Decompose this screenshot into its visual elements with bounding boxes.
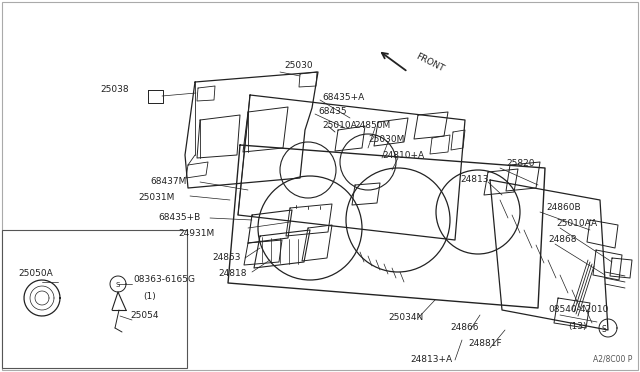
Text: 25054: 25054: [130, 311, 159, 321]
Text: 24813+A: 24813+A: [410, 356, 452, 365]
Text: 24850M: 24850M: [354, 122, 390, 131]
Text: FRONT: FRONT: [414, 52, 445, 74]
Text: 24868: 24868: [548, 235, 577, 244]
Text: 25034N: 25034N: [388, 314, 423, 323]
Text: 24931M: 24931M: [178, 228, 214, 237]
Text: 24813: 24813: [460, 174, 488, 183]
Text: 08540-42010: 08540-42010: [548, 305, 609, 314]
Text: 68435+B: 68435+B: [158, 214, 200, 222]
Text: 24860B: 24860B: [546, 203, 580, 212]
Text: 25050A: 25050A: [18, 269, 52, 279]
Text: (13): (13): [568, 321, 586, 330]
Text: 24866: 24866: [450, 324, 479, 333]
Text: 24853: 24853: [212, 253, 241, 263]
Text: 24818: 24818: [218, 269, 246, 279]
Text: S: S: [116, 282, 120, 288]
Text: 68437M: 68437M: [150, 177, 186, 186]
Text: 68435+A: 68435+A: [322, 93, 364, 102]
Text: 25010A: 25010A: [322, 121, 356, 129]
Text: (1): (1): [143, 292, 156, 301]
Text: 25031M: 25031M: [138, 193, 174, 202]
Text: S: S: [602, 324, 606, 334]
Text: 25030: 25030: [284, 61, 312, 71]
Text: 25038: 25038: [100, 86, 129, 94]
Text: 08363-6165G: 08363-6165G: [133, 276, 195, 285]
Text: A2/8C00 P: A2/8C00 P: [593, 355, 632, 364]
Text: 25820: 25820: [506, 158, 534, 167]
Text: 24810+A: 24810+A: [382, 151, 424, 160]
Text: 25010AA: 25010AA: [556, 219, 597, 228]
Text: 24881F: 24881F: [468, 340, 502, 349]
Text: 25030M: 25030M: [368, 135, 404, 144]
Text: 68435: 68435: [318, 106, 347, 115]
Bar: [2, 230, 187, 368]
